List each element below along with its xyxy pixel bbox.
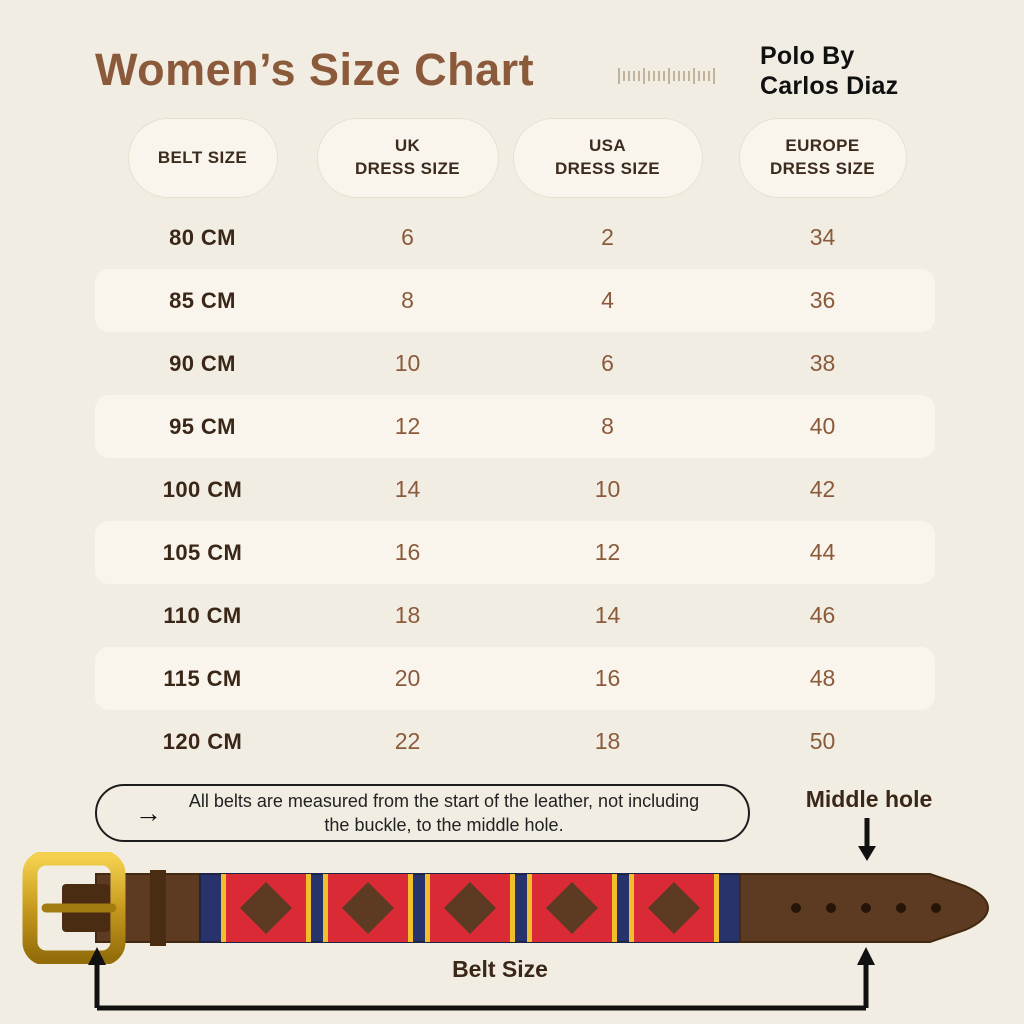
table-row: 105 CM 16 12 44 (95, 521, 935, 584)
belt-size-cell: 110 CM (163, 602, 242, 628)
usa-size-cell: 4 (601, 287, 614, 313)
belt-size-cell: 105 CM (162, 539, 243, 565)
usa-size-cell: 14 (594, 602, 621, 628)
brand-line-1: Polo By (760, 42, 855, 70)
usa-size-cell: 6 (601, 350, 614, 376)
header-label: USA (588, 136, 627, 156)
usa-size-cell: 10 (594, 476, 621, 502)
belt-hole (861, 903, 871, 913)
table-body: 80 CM 6 2 34 85 CM 8 4 36 90 CM 10 6 38 … (95, 206, 935, 773)
up-arrow-icon (88, 947, 106, 965)
belt-illustration (22, 852, 990, 964)
table-header-row: BELT SIZE UK DRESS SIZE USA DRESS SIZE E… (95, 118, 935, 198)
europe-size-cell: 34 (809, 224, 836, 250)
table-row: 100 CM 14 10 42 (95, 458, 935, 521)
belt-hole (791, 903, 801, 913)
middle-hole-label: Middle hole (805, 786, 933, 812)
belt-size-cell: 100 CM (162, 476, 243, 502)
usa-size-cell: 2 (601, 224, 614, 250)
belt-size-cell: 90 CM (169, 350, 236, 376)
table-row: 85 CM 8 4 36 (95, 269, 935, 332)
europe-size-cell: 46 (809, 602, 836, 628)
belt-holes (791, 903, 941, 913)
belt-size-cell: 120 CM (162, 728, 243, 754)
up-arrow-icon (857, 947, 875, 965)
uk-size-cell: 18 (394, 602, 421, 628)
uk-size-cell: 16 (394, 539, 421, 565)
europe-size-cell: 44 (809, 539, 836, 565)
uk-size-cell: 10 (394, 350, 421, 376)
page-title: Women’s Size Chart (95, 44, 535, 95)
table-row: 80 CM 6 2 34 (95, 206, 935, 269)
uk-size-cell: 12 (394, 413, 421, 439)
europe-size-cell: 42 (809, 476, 836, 502)
measurement-note: → All belts are measured from the start … (95, 784, 750, 842)
size-table: BELT SIZE UK DRESS SIZE USA DRESS SIZE E… (95, 118, 935, 773)
usa-dress-size-column-header: USA DRESS SIZE (512, 118, 703, 198)
belt-buckle (22, 852, 126, 964)
belt-hole (826, 903, 836, 913)
uk-size-cell: 22 (394, 728, 421, 754)
usa-size-cell: 18 (594, 728, 621, 754)
uk-dress-size-column-header: UK DRESS SIZE (316, 118, 499, 198)
europe-size-cell: 50 (809, 728, 836, 754)
belt-pattern (199, 873, 741, 943)
belt-hole (931, 903, 941, 913)
uk-size-cell: 8 (401, 287, 414, 313)
europe-size-cell: 38 (809, 350, 836, 376)
brand-line-2: Carlos Diaz (760, 71, 899, 100)
usa-size-cell: 8 (601, 413, 614, 439)
table-row: 120 CM 22 18 50 (95, 710, 935, 773)
header-label: UK (394, 136, 421, 156)
belt-strap (95, 870, 990, 946)
belt-size-label: Belt Size (452, 956, 548, 982)
header-label: DRESS SIZE (769, 159, 876, 178)
table-row: 95 CM 12 8 40 (95, 395, 935, 458)
europe-size-cell: 40 (809, 413, 836, 439)
header-label: EUROPE (785, 136, 860, 156)
header-label: DRESS SIZE (554, 159, 661, 178)
usa-size-cell: 16 (594, 665, 621, 691)
europe-size-cell: 48 (809, 665, 836, 691)
table-row: 115 CM 20 16 48 (95, 647, 935, 710)
brand-logo: Polo By Carlos Diaz (760, 42, 898, 101)
note-text: All belts are measured from the start of… (188, 790, 700, 835)
table-row: 90 CM 10 6 38 (95, 332, 935, 395)
table-row: 110 CM 18 14 46 (95, 584, 935, 647)
uk-size-cell: 6 (401, 224, 414, 250)
belt-size-cell: 95 CM (169, 413, 236, 439)
belt-size-cell: 80 CM (169, 224, 236, 250)
right-arrow-icon: → (135, 797, 162, 828)
header-label: BELT SIZE (157, 147, 248, 167)
belt-size-cell: 85 CM (169, 287, 236, 313)
ruler-icon (618, 68, 715, 84)
belt-size-dimension-arrows (88, 947, 875, 1011)
belt-size-cell: 115 CM (163, 665, 242, 691)
belt-hole (896, 903, 906, 913)
europe-dress-size-column-header: EUROPE DRESS SIZE (738, 118, 907, 198)
belt-keeper (150, 870, 166, 946)
belt-size-column-header: BELT SIZE (127, 118, 278, 198)
uk-size-cell: 20 (394, 665, 421, 691)
europe-size-cell: 36 (809, 287, 836, 313)
usa-size-cell: 12 (594, 539, 621, 565)
header-label: DRESS SIZE (354, 159, 461, 178)
down-arrow-icon (858, 818, 876, 861)
uk-size-cell: 14 (394, 476, 421, 502)
